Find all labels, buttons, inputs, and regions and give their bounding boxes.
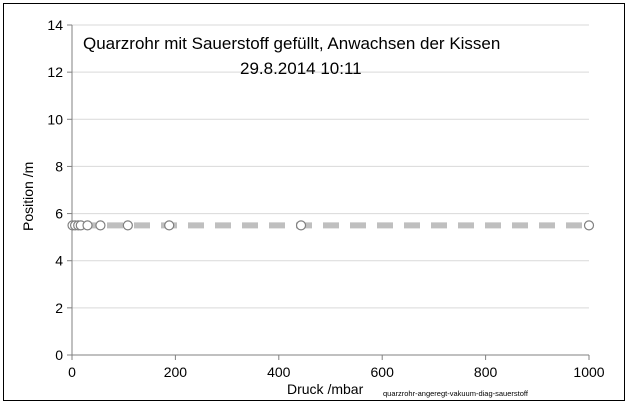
x-tick-label: 0 <box>68 364 76 380</box>
y-tick-label: 0 <box>55 347 63 363</box>
y-tick-label: 12 <box>47 64 63 80</box>
y-tick-labels: 0 2 4 6 8 10 12 14 <box>47 17 63 363</box>
y-tick-label: 2 <box>55 300 63 316</box>
x-tick-labels: 0 200 400 600 800 1000 <box>68 364 605 380</box>
x-tick-label: 600 <box>371 364 395 380</box>
source-note: quarzrohr-angeregt-vakuum-diag-sauerstof… <box>383 389 529 398</box>
data-point <box>583 220 595 231</box>
y-tick-label: 14 <box>47 17 63 33</box>
y-tick-label: 4 <box>55 253 63 269</box>
axes <box>67 24 590 360</box>
data-point <box>122 220 133 231</box>
x-tick-label: 400 <box>267 364 291 380</box>
y-tick-label: 6 <box>55 206 63 222</box>
chart-frame <box>3 3 625 401</box>
data-point <box>95 220 106 231</box>
data-point <box>82 220 93 231</box>
chart-title: Quarzrohr mit Sauerstoff gefüllt, Anwach… <box>83 34 500 53</box>
chart-subtitle: 29.8.2014 10:11 <box>240 59 362 78</box>
gridlines <box>72 24 589 309</box>
x-tick-label: 200 <box>164 364 188 380</box>
x-tick-label: 1000 <box>573 364 604 380</box>
data-point <box>295 220 307 231</box>
y-tick-label: 8 <box>55 158 63 174</box>
x-tick-label: 800 <box>474 364 498 380</box>
data-point <box>164 220 175 231</box>
data-points <box>67 220 595 231</box>
y-tick-label: 10 <box>47 111 63 127</box>
y-axis-title: Position /m <box>20 162 36 231</box>
x-axis-title: Druck /mbar <box>287 381 364 397</box>
